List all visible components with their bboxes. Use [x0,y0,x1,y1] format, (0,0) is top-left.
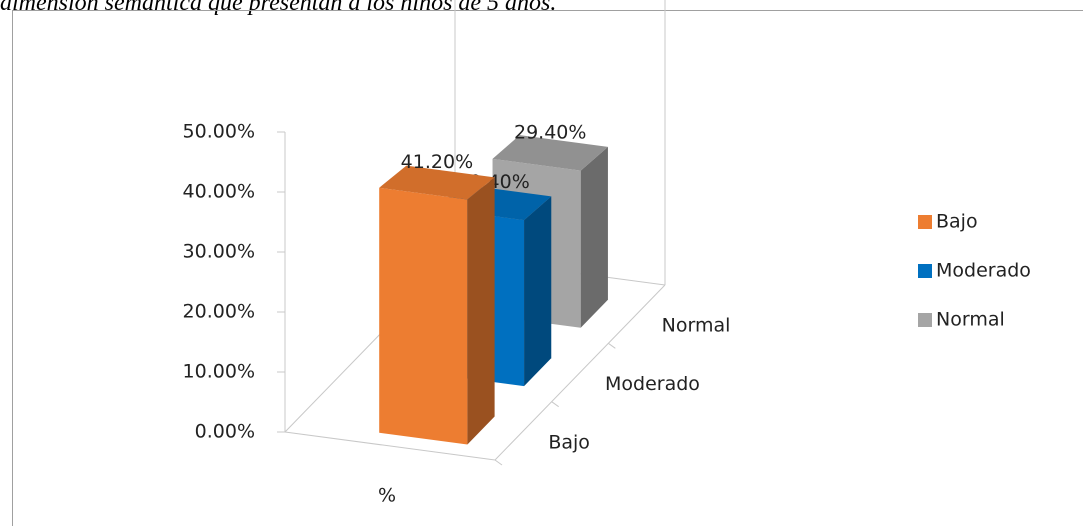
legend-label: Bajo [936,211,978,233]
legend-label: Normal [936,309,1005,331]
bar-top [379,165,495,200]
bar-front [379,187,468,445]
data-label: 29.40% [514,121,586,143]
data-label: 41.20% [401,151,473,173]
y-tick-label: 10.00% [183,361,255,383]
y-tick-label: 20.00% [183,301,255,323]
x-tick-label: % [378,485,396,507]
caption: dimensión semántica que presentan a los … [0,0,556,16]
bar-side [580,146,608,328]
y-tick-label: 0.00% [195,421,255,443]
depth-label: Bajo [548,431,590,453]
depth-tick [494,459,503,466]
legend-label: Moderado [936,260,1031,282]
floor-edge [284,431,496,461]
bar-side [524,196,552,387]
bar [379,165,495,445]
depth-tick [551,401,559,408]
legend-swatch [918,264,932,278]
chart-border [12,10,1083,526]
bar-top [492,135,608,171]
depth-tick [608,342,616,349]
y-tick-label: 40.00% [183,181,255,203]
legend-swatch [918,215,932,229]
y-tick-label: 50.00% [183,121,255,143]
floor-edge [494,284,666,461]
bar-side [467,177,495,445]
y-tick-label: 30.00% [183,241,255,263]
depth-label: Normal [662,315,731,337]
legend-swatch [918,313,932,327]
depth-label: Moderado [605,373,700,395]
